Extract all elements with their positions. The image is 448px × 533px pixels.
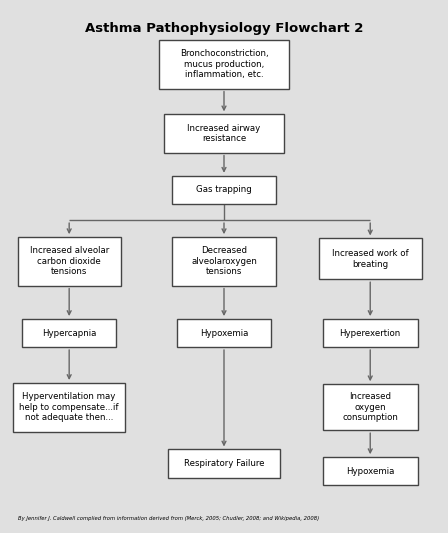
Text: By Jennifer J. Caldwell complied from information derived from (Merck, 2005; Chu: By Jennifer J. Caldwell complied from in…: [17, 516, 319, 521]
FancyBboxPatch shape: [22, 319, 116, 347]
Text: Decreased
alveolaroxygen
tensions: Decreased alveolaroxygen tensions: [191, 246, 257, 276]
FancyBboxPatch shape: [177, 319, 271, 347]
FancyBboxPatch shape: [323, 457, 418, 485]
FancyBboxPatch shape: [172, 176, 276, 204]
Text: Asthma Pathophysiology Flowchart 2: Asthma Pathophysiology Flowchart 2: [85, 22, 363, 35]
Text: Increased work of
breating: Increased work of breating: [332, 249, 409, 269]
Text: Hypercapnia: Hypercapnia: [42, 328, 96, 337]
FancyBboxPatch shape: [168, 449, 280, 478]
Text: Increased airway
resistance: Increased airway resistance: [187, 124, 261, 143]
FancyBboxPatch shape: [159, 40, 289, 88]
Text: Hyperventilation may
help to compensate...if
not adequate then...: Hyperventilation may help to compensate.…: [19, 392, 119, 422]
FancyBboxPatch shape: [164, 114, 284, 152]
FancyBboxPatch shape: [17, 237, 121, 286]
Text: Respiratory Failure: Respiratory Failure: [184, 459, 264, 468]
Text: Hypoxemia: Hypoxemia: [200, 328, 248, 337]
Text: Hypoxemia: Hypoxemia: [346, 467, 394, 475]
FancyBboxPatch shape: [172, 237, 276, 286]
Text: Hyperexertion: Hyperexertion: [340, 328, 401, 337]
Text: Increased alveolar
carbon dioxide
tensions: Increased alveolar carbon dioxide tensio…: [30, 246, 109, 276]
FancyBboxPatch shape: [319, 238, 422, 279]
FancyBboxPatch shape: [323, 384, 418, 430]
Text: Gas trapping: Gas trapping: [196, 185, 252, 194]
FancyBboxPatch shape: [323, 319, 418, 347]
Text: Bronchoconstriction,
mucus production,
inflammation, etc.: Bronchoconstriction, mucus production, i…: [180, 50, 268, 79]
FancyBboxPatch shape: [13, 383, 125, 432]
Text: Increased
oxygen
consumption: Increased oxygen consumption: [342, 392, 398, 422]
